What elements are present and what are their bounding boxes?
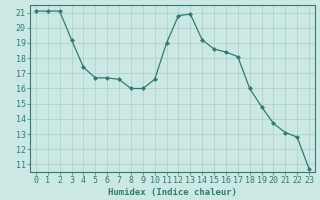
X-axis label: Humidex (Indice chaleur): Humidex (Indice chaleur)	[108, 188, 237, 197]
